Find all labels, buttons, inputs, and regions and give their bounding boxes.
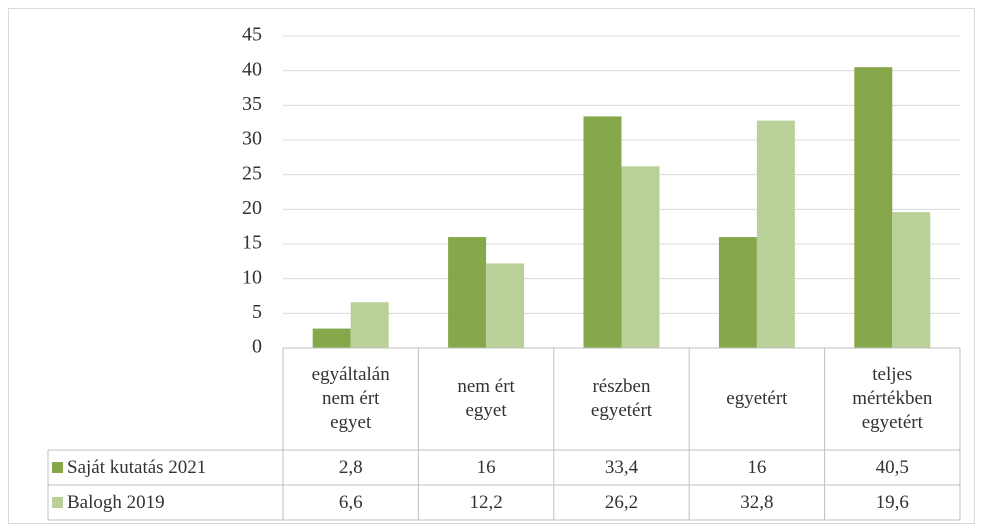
table-value: 32,8: [689, 485, 824, 520]
category-label: egyetért: [706, 348, 807, 450]
category-label-text: részben egyetért: [590, 376, 653, 421]
y-tick-label: 0: [252, 336, 262, 358]
table-value: 19,6: [825, 485, 960, 520]
category-label-text: egyetért: [726, 388, 788, 409]
y-tick-label: 5: [252, 301, 262, 323]
category-label-text: nem ért egyet: [457, 376, 515, 421]
category-label-text: teljes mértékben egyetért: [852, 364, 933, 433]
bar: [718, 237, 757, 348]
table-value: 6,6: [283, 485, 418, 520]
bar: [448, 237, 487, 348]
category-label: nem ért egyet: [435, 348, 536, 450]
category-label: egyáltalán nem ért egyet: [300, 348, 401, 450]
chart-border: [8, 8, 975, 524]
y-tick-label: 30: [242, 128, 262, 150]
category-label: részben egyetért: [571, 348, 672, 450]
legend-swatch: [52, 462, 63, 473]
bar: [854, 67, 893, 348]
y-tick-label: 10: [242, 266, 262, 288]
category-label-text: egyáltalán nem ért egyet: [311, 364, 390, 433]
category-label: teljes mértékben egyetért: [842, 348, 943, 450]
table-value: 33,4: [554, 450, 689, 485]
legend-entry: Saját kutatás 2021: [48, 450, 283, 485]
legend-entry: Balogh 2019: [48, 485, 283, 520]
y-tick-label: 25: [242, 162, 262, 184]
table-value-text: 16: [747, 456, 767, 478]
table-value-text: 32,8: [740, 491, 774, 513]
table-value-text: 12,2: [469, 491, 503, 513]
bar: [350, 302, 389, 348]
y-tick-label: 35: [242, 93, 262, 115]
bar: [312, 328, 351, 348]
y-tick-label: 15: [242, 232, 262, 254]
table-value-text: 2,8: [338, 456, 363, 478]
table-value: 40,5: [825, 450, 960, 485]
bar: [621, 166, 660, 348]
legend-text: Balogh 2019: [67, 491, 165, 513]
legend-text: Saját kutatás 2021: [67, 456, 207, 478]
table-value-text: 26,2: [604, 491, 639, 513]
table-value: 26,2: [554, 485, 689, 520]
legend-swatch: [52, 497, 63, 508]
table-value: 16: [689, 450, 824, 485]
table-value-text: 33,4: [604, 456, 639, 478]
table-value-text: 40,5: [875, 456, 909, 478]
bar: [756, 120, 795, 348]
table-value-text: 6,6: [338, 491, 363, 513]
table-value-text: 19,6: [875, 491, 909, 513]
y-tick-label: 40: [242, 58, 262, 80]
table-value-text: 16: [476, 456, 496, 478]
y-tick-label: 20: [242, 197, 262, 219]
table-value: 2,8: [283, 450, 418, 485]
table-value: 12,2: [418, 485, 553, 520]
bar: [892, 212, 931, 348]
bar: [583, 116, 622, 348]
table-value: 16: [418, 450, 553, 485]
bar: [486, 263, 525, 348]
y-tick-label: 45: [242, 24, 262, 46]
